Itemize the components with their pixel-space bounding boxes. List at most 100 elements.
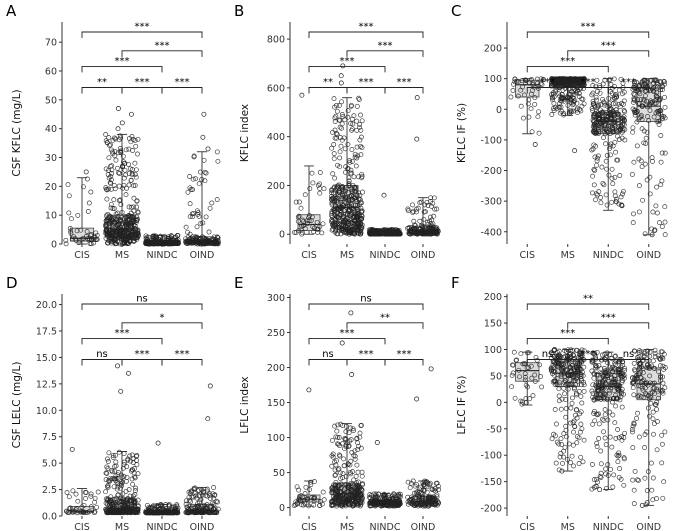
data-point xyxy=(530,82,536,88)
data-point xyxy=(84,176,90,182)
data-point xyxy=(64,508,69,514)
data-point xyxy=(121,451,127,456)
data-point xyxy=(351,113,357,119)
y-tick-label: 150 xyxy=(484,319,502,330)
data-point xyxy=(607,146,612,152)
data-point xyxy=(377,229,383,235)
data-point xyxy=(339,137,345,143)
data-point xyxy=(311,479,317,484)
data-point xyxy=(581,364,587,370)
data-point xyxy=(124,185,130,191)
data-point xyxy=(359,118,365,124)
data-point xyxy=(558,436,564,442)
data-point xyxy=(339,205,345,210)
significance-label: *** xyxy=(621,77,636,88)
data-point xyxy=(126,146,132,152)
data-point xyxy=(187,238,193,244)
data-point xyxy=(84,229,90,234)
data-point xyxy=(197,169,203,175)
data-point xyxy=(602,435,608,441)
data-point xyxy=(632,112,638,118)
data-point xyxy=(552,407,558,412)
data-point xyxy=(606,103,612,109)
data-point xyxy=(131,183,136,189)
data-point xyxy=(615,459,621,465)
data-point xyxy=(598,200,604,206)
data-point xyxy=(158,239,163,245)
data-point xyxy=(600,119,606,125)
data-point xyxy=(354,118,360,124)
data-point xyxy=(157,234,163,240)
data-point xyxy=(630,129,636,135)
data-point xyxy=(126,170,132,176)
data-point xyxy=(381,226,387,232)
data-point xyxy=(354,144,360,150)
data-point xyxy=(190,176,196,182)
data-point xyxy=(332,229,338,235)
data-point xyxy=(577,79,583,85)
data-point xyxy=(85,209,91,214)
x-tick-label: OIND xyxy=(636,522,661,531)
data-point xyxy=(348,170,353,176)
data-point xyxy=(614,157,620,163)
data-point xyxy=(359,145,365,151)
data-point xyxy=(595,153,601,159)
data-point xyxy=(118,227,124,233)
outlier-point xyxy=(338,80,344,86)
y-tick-label: 200 xyxy=(484,44,502,55)
data-point xyxy=(657,220,662,226)
data-point xyxy=(604,126,610,132)
data-point xyxy=(601,182,607,188)
data-point xyxy=(329,463,335,469)
data-point xyxy=(346,175,352,181)
data-point xyxy=(354,214,360,219)
data-point xyxy=(330,218,336,224)
data-point xyxy=(553,421,559,427)
data-point xyxy=(85,510,90,516)
data-point xyxy=(104,483,110,489)
data-point xyxy=(571,101,576,107)
data-point xyxy=(639,164,645,170)
data-point xyxy=(644,177,650,183)
data-point xyxy=(651,114,657,120)
data-point xyxy=(88,231,94,237)
data-point xyxy=(111,197,117,203)
data-point xyxy=(151,241,157,247)
data-point xyxy=(662,204,668,210)
data-point xyxy=(88,491,94,497)
data-point xyxy=(530,80,536,86)
x-tick-label: CIS xyxy=(74,522,89,531)
outlier-point xyxy=(381,192,387,198)
data-point xyxy=(534,76,540,82)
data-point xyxy=(88,493,94,499)
data-point xyxy=(338,196,344,202)
significance-label: ** xyxy=(323,77,333,88)
panel-letter: B xyxy=(234,2,244,20)
data-point xyxy=(610,143,616,149)
data-point xyxy=(607,110,613,116)
data-point xyxy=(634,119,640,125)
significance-bracket xyxy=(308,359,348,366)
data-point xyxy=(418,199,424,205)
data-point xyxy=(427,218,433,224)
data-point xyxy=(602,407,608,413)
data-point xyxy=(645,114,651,119)
y-axis-title: LFLC index xyxy=(239,376,251,433)
data-point xyxy=(641,140,647,146)
data-point xyxy=(591,142,597,148)
outlier-point xyxy=(205,146,211,152)
data-point xyxy=(335,162,340,168)
data-point xyxy=(129,134,135,139)
data-point xyxy=(190,214,196,220)
significance-bracket xyxy=(121,87,163,94)
data-point xyxy=(656,118,662,124)
data-point xyxy=(94,504,100,510)
data-point xyxy=(354,103,360,109)
significance-bracket xyxy=(81,303,203,310)
data-point xyxy=(106,220,112,226)
panel-letter: C xyxy=(451,2,461,20)
data-point xyxy=(336,189,342,195)
data-point xyxy=(114,230,120,236)
data-point xyxy=(525,101,531,107)
outlier-point xyxy=(414,396,420,402)
